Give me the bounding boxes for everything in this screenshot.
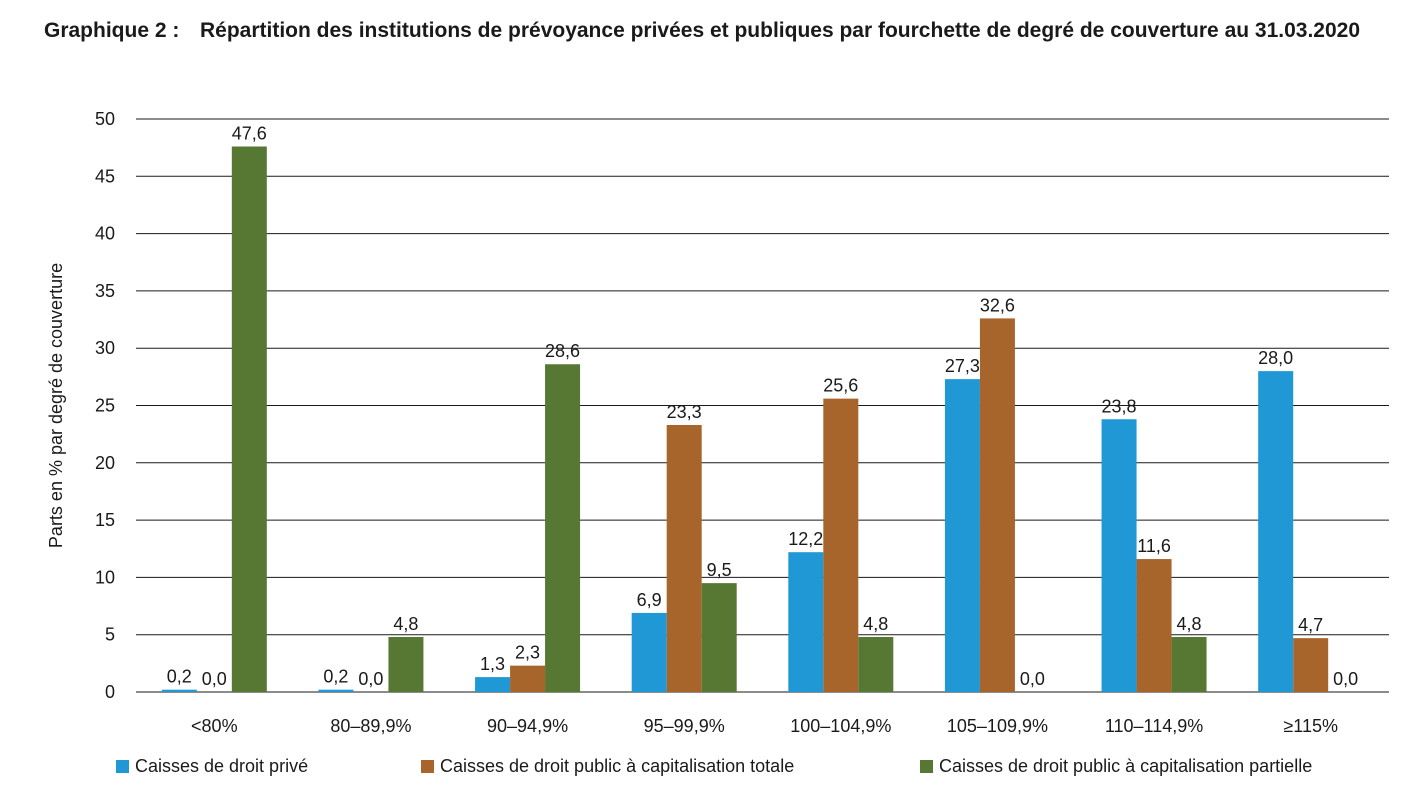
bar-chart: 0 5 10 15 20 25 30 35 40 45 50 Parts en % par degré… — [46, 109, 1389, 736]
data-label: 47,6 — [232, 124, 267, 144]
bar — [231, 146, 267, 692]
bar — [701, 583, 737, 692]
chart-title-prefix: Graphique 2 : — [44, 19, 180, 42]
bar — [631, 612, 667, 692]
chart-legend: Caisses de droit privé Caisses de droit p… — [0, 756, 1417, 780]
y-tick-label: 50 — [95, 109, 115, 129]
bar — [510, 665, 546, 692]
y-tick-label: 40 — [95, 224, 115, 244]
data-label: 32,6 — [980, 295, 1015, 315]
bar — [1101, 419, 1137, 692]
data-label: 0,0 — [1333, 669, 1358, 689]
data-label: 6,9 — [637, 590, 662, 610]
legend-label: Caisses de droit public à capitalisation… — [440, 756, 795, 776]
bar — [788, 552, 824, 692]
y-tick-label: 45 — [95, 166, 115, 186]
data-label: 0,2 — [167, 667, 192, 687]
bar — [666, 424, 702, 692]
bar — [1258, 371, 1294, 692]
bar — [858, 636, 894, 692]
x-tick-label: 80–89,9% — [330, 716, 411, 736]
bar — [1293, 638, 1329, 692]
x-tick-label: 100–104,9% — [790, 716, 891, 736]
data-label: 1,3 — [480, 654, 505, 674]
data-label: 4,8 — [393, 614, 418, 634]
data-label: 9,5 — [707, 560, 732, 580]
bar — [545, 364, 581, 692]
chart-title-text: Répartition des institutions de prévoyan… — [200, 19, 1361, 42]
bar — [475, 677, 511, 692]
data-label: 4,7 — [1298, 615, 1323, 635]
y-tick-label: 30 — [95, 338, 115, 358]
bar — [1171, 636, 1207, 692]
x-tick-label: 110–114,9% — [1105, 716, 1203, 736]
y-tick-label: 25 — [95, 396, 115, 416]
data-label: 12,2 — [788, 529, 823, 549]
data-label: 27,3 — [945, 356, 980, 376]
legend-item: Caisses de droit public à capitalisation… — [920, 756, 1312, 777]
x-tick-label: <80% — [191, 716, 238, 736]
legend-label: Caisses de droit privé — [135, 756, 309, 776]
data-label: 0,0 — [1020, 669, 1045, 689]
data-label: 0,0 — [202, 669, 227, 689]
x-tick-label: 105–109,9% — [947, 716, 1048, 736]
data-label: 0,0 — [358, 669, 383, 689]
data-label: 28,0 — [1258, 348, 1293, 368]
x-tick-label: 95–99,9% — [644, 716, 725, 736]
legend-item: Caisses de droit privé — [116, 756, 308, 777]
y-tick-label: 20 — [95, 453, 115, 473]
y-tick-label: 35 — [95, 281, 115, 301]
data-label: 11,6 — [1137, 536, 1171, 556]
data-label: 4,8 — [863, 614, 888, 634]
x-tick-label: 90–94,9% — [487, 716, 568, 736]
legend-swatch — [920, 760, 933, 773]
y-tick-label: 15 — [95, 510, 115, 530]
bar — [388, 636, 424, 692]
data-label: 23,8 — [1102, 396, 1137, 416]
bar — [944, 379, 980, 692]
y-tick-label: 10 — [95, 567, 115, 587]
legend-label: Caisses de droit public à capitalisation… — [939, 756, 1313, 776]
y-tick-label: 0 — [105, 682, 115, 702]
bar — [318, 689, 354, 692]
y-tick-label: 5 — [105, 625, 115, 645]
bar — [1136, 559, 1172, 692]
bar — [161, 689, 197, 692]
y-axis-label: Parts en % par degré de couverture — [46, 263, 66, 548]
legend-item: Caisses de droit public à capitalisation… — [421, 756, 794, 777]
data-label: 0,2 — [323, 667, 348, 687]
data-label: 25,6 — [823, 376, 858, 396]
bar — [823, 398, 859, 692]
bar — [979, 318, 1015, 692]
legend-swatch — [116, 760, 129, 773]
data-label: 2,3 — [515, 643, 540, 663]
legend-swatch — [421, 760, 434, 773]
data-label: 28,6 — [545, 341, 580, 361]
data-label: 23,3 — [667, 402, 702, 422]
data-label: 4,8 — [1177, 614, 1202, 634]
x-tick-label: ≥115% — [1283, 716, 1338, 736]
